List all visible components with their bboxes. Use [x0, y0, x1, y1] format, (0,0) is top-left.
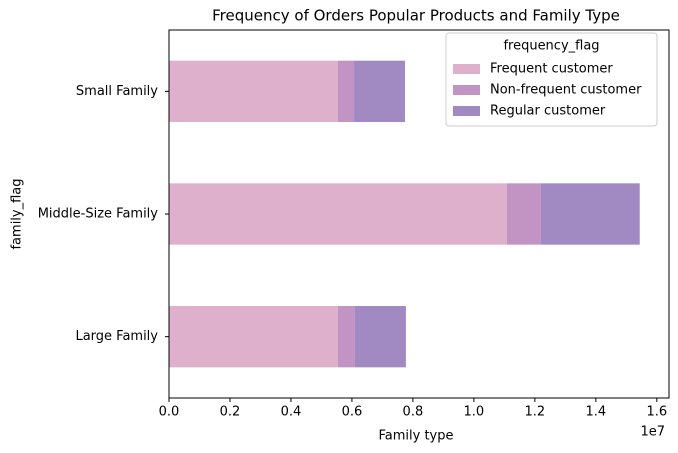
- legend-swatch: [453, 85, 480, 95]
- bar-segment: [506, 183, 541, 245]
- bar-segment: [540, 183, 640, 245]
- bar-segment: [337, 60, 355, 122]
- bar-segment: [354, 60, 405, 122]
- x-axis-label: Family type: [378, 429, 453, 444]
- legend-label: Regular customer: [490, 104, 606, 119]
- bar-segment: [169, 306, 338, 368]
- y-tick-label: Middle-Size Family: [38, 207, 159, 222]
- x-offset-text: 1e7: [640, 425, 665, 440]
- x-tick-label: 0.4: [281, 405, 302, 420]
- bar-segment: [354, 306, 406, 368]
- y-axis-label: family_flag: [10, 178, 25, 249]
- legend-swatch: [453, 64, 480, 74]
- legend-box: [445, 32, 658, 127]
- x-tick-label: 1.0: [464, 405, 485, 420]
- x-tick-label: 1.6: [646, 405, 667, 420]
- bar-segment: [169, 183, 507, 245]
- plot-frame: [168, 29, 670, 399]
- legend-swatch: [453, 106, 480, 116]
- y-tick-label: Small Family: [76, 84, 158, 99]
- legend-title: frequency_flag: [503, 39, 599, 54]
- bar-segment: [337, 306, 355, 368]
- x-tick-label: 1.4: [585, 405, 606, 420]
- x-tick-label: 1.2: [525, 405, 546, 420]
- y-tick-label: Large Family: [75, 329, 158, 344]
- x-tick-label: 0.0: [159, 405, 180, 420]
- x-tick-label: 0.6: [342, 405, 363, 420]
- legend-label: Frequent customer: [490, 62, 613, 77]
- x-tick-label: 0.2: [220, 405, 241, 420]
- legend-label: Non-frequent customer: [490, 83, 642, 98]
- chart-title: Frequency of Orders Popular Products and…: [212, 7, 620, 25]
- x-tick-label: 0.8: [403, 405, 424, 420]
- bar-segment: [169, 60, 338, 122]
